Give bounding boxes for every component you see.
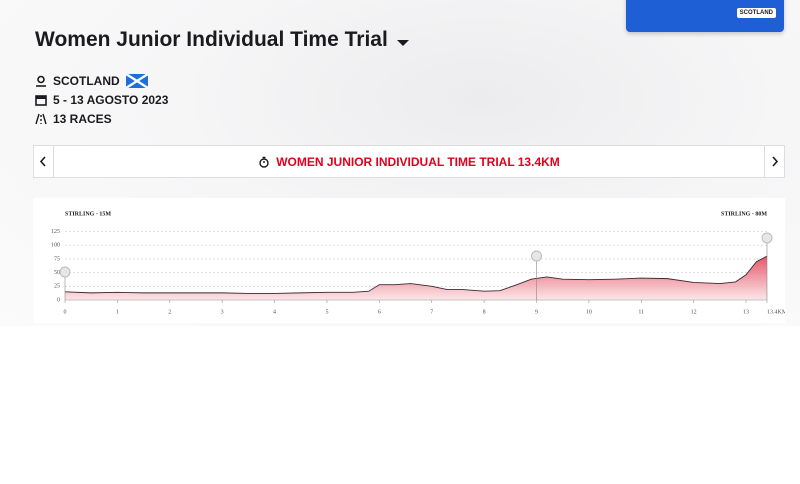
y-tick-label: 125 bbox=[51, 229, 60, 235]
x-tick-label: 12 bbox=[691, 309, 697, 315]
x-tick-label: 7 bbox=[430, 309, 433, 315]
x-tick-label: 6 bbox=[378, 309, 381, 315]
location: SCOTLAND bbox=[53, 74, 120, 88]
y-tick-label: 75 bbox=[54, 256, 60, 262]
y-tick-label: 100 bbox=[51, 243, 60, 249]
x-tick-label: 13 bbox=[743, 309, 749, 315]
y-tick-label: 0 bbox=[57, 297, 60, 303]
dates: 5 - 13 AGOSTO 2023 bbox=[53, 93, 169, 107]
x-tick-label: 3 bbox=[221, 309, 224, 315]
prev-button[interactable] bbox=[34, 146, 54, 177]
end-label: STIRLING - 80M bbox=[721, 211, 767, 217]
waypoint-marker bbox=[59, 266, 71, 278]
x-tick-label: 4 bbox=[273, 309, 276, 315]
waypoint-marker bbox=[761, 232, 773, 244]
badge: SCOTLAND bbox=[736, 8, 776, 18]
stopwatch-icon bbox=[259, 156, 269, 168]
next-button[interactable] bbox=[764, 146, 784, 177]
x-tick-label: 11 bbox=[638, 309, 644, 315]
x-tick-label: 0 bbox=[64, 309, 67, 315]
calendar-icon bbox=[35, 95, 47, 106]
races: 13 RACES bbox=[53, 112, 112, 126]
x-tick-label: 5 bbox=[325, 309, 328, 315]
page-title: Women Junior Individual Time Trial bbox=[35, 28, 388, 51]
road-icon bbox=[35, 113, 47, 125]
x-tick-label: 9 bbox=[535, 309, 538, 315]
start-label: STIRLING - 15M bbox=[65, 211, 111, 217]
stage-nav: WOMEN JUNIOR INDIVIDUAL TIME TRIAL 13.4K… bbox=[33, 145, 785, 178]
stage-title: WOMEN JUNIOR INDIVIDUAL TIME TRIAL 13.4K… bbox=[276, 155, 560, 169]
elevation-line bbox=[64, 255, 768, 294]
y-tick-label: 50 bbox=[54, 270, 60, 276]
y-tick-label: 25 bbox=[54, 284, 60, 290]
event-card[interactable]: SCOTLAND bbox=[626, 0, 784, 32]
x-tick-label: 8 bbox=[483, 309, 486, 315]
x-tick-label: 10 bbox=[586, 309, 592, 315]
pin-icon bbox=[36, 75, 46, 87]
stage-title-row[interactable]: WOMEN JUNIOR INDIVIDUAL TIME TRIAL 13.4K… bbox=[34, 155, 784, 169]
races-row: 13 RACES bbox=[35, 112, 112, 126]
dropdown-caret[interactable] bbox=[396, 38, 410, 48]
location-row: SCOTLAND bbox=[35, 74, 148, 88]
x-tick-label: 2 bbox=[168, 309, 171, 315]
x-tick-label: 1 bbox=[116, 309, 119, 315]
dates-row: 5 - 13 AGOSTO 2023 bbox=[35, 93, 168, 107]
profile-card: STIRLING - 15M STIRLING - 80M 0 25 50 75 100… bbox=[33, 198, 788, 323]
elevation-area bbox=[65, 256, 767, 300]
waypoint-marker bbox=[530, 250, 542, 262]
x-tick-label: 13.4KM bbox=[767, 309, 785, 315]
flag bbox=[125, 74, 148, 88]
elevation-chart: STIRLING - 15M STIRLING - 80M 0255075100… bbox=[51, 211, 788, 315]
